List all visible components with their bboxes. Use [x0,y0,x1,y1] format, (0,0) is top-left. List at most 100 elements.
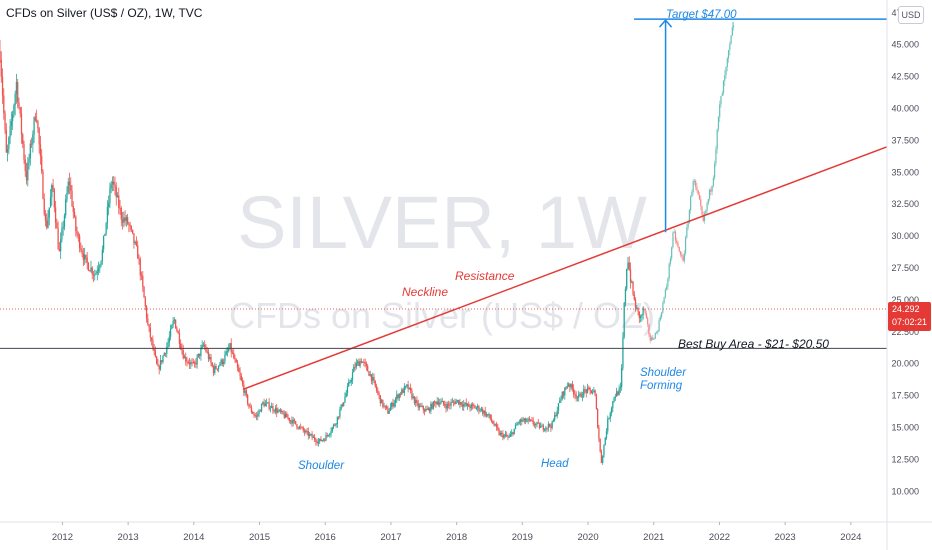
candle-body [90,267,92,272]
price-axis[interactable]: 10.000 12.500 15.000 17.500 20.000 22.500 25.0… [886,0,919,550]
candle-body [6,149,9,153]
candle-body [182,350,184,359]
candle-body [263,402,265,407]
projection-candle-body [683,253,685,261]
candle-body [76,231,78,235]
candle-body [305,430,307,433]
candle-body [483,410,485,414]
candle-body [34,117,37,121]
candle-body [236,362,239,368]
candle-body [608,418,610,420]
candle-body [10,121,13,126]
projection-candle-body [669,258,672,264]
y-tick-label: 42.500 [891,72,919,82]
candle-body [546,427,548,429]
candle-body [518,421,520,423]
candle-body [427,408,429,410]
candle-body [120,208,122,220]
candle-body [159,360,162,370]
candle-body [228,348,230,352]
candle-body [239,372,241,376]
candle-body [393,402,395,407]
candle-body [14,93,16,106]
projection-candle-body [688,210,691,224]
candle-body [22,134,24,145]
candle-body [409,387,412,391]
candle-body [1,76,4,96]
projection-candle-body [654,333,656,339]
projection-candle-body [686,227,688,238]
candle-body [308,434,311,436]
candle-body [272,406,274,411]
candle-body [465,402,467,406]
candle-body [622,337,624,368]
candle-body [287,417,289,419]
candle-body [113,181,115,185]
candle-body [488,414,490,416]
candle-body [536,422,538,424]
candle-body [566,386,568,388]
currency-button[interactable]: USD [898,6,924,24]
candle-body [302,427,304,431]
candle-body [132,229,134,234]
time-axis[interactable]: 2012 2013 2014 2015 2016 2017 2018 2019 2020 2021… [0,521,932,543]
projection-candle-body [660,312,663,318]
candle-body [450,402,452,406]
projection-candle-body [648,324,650,335]
candle-body [108,203,110,207]
candle-body [24,159,26,172]
candle-body [565,387,567,389]
candle-body [583,389,585,397]
candle-body [67,181,69,193]
candle-body [444,404,446,406]
candle-body [298,426,301,429]
projection-candle-body [698,195,701,200]
candle-body [572,388,575,394]
candle-body [143,286,145,298]
candle-body [403,386,405,393]
chart-title: CFDs on Silver (US$ / OZ), 1W, TVC [6,6,203,20]
x-tick-label: 2014 [183,532,204,543]
candle-body [229,343,231,349]
candle-body [489,414,491,419]
projection-candle-body [721,93,723,97]
candle-body [8,137,10,150]
candle-body [447,403,450,405]
candle-body [396,394,398,399]
candle-body [274,408,277,412]
projection-candle-body [665,286,668,290]
candle-body [78,235,81,249]
candle-body [209,356,211,359]
candle-body [499,432,502,435]
candle-body [382,399,384,407]
shoulder-forming-label-2: Forming [640,380,683,392]
candle-body [186,361,188,363]
candle-body [559,400,561,403]
candle-body [475,407,478,409]
candle-body [385,406,388,409]
candle-body [377,390,379,393]
projection-candle-body [705,210,707,214]
candle-body [621,367,623,388]
candle-body [554,414,556,421]
projection-candle-body [649,334,651,341]
candle-body [597,409,599,428]
candle-body [288,418,290,421]
candle-body [166,346,168,354]
candle-body [636,307,638,309]
candle-body [343,402,345,406]
candle-body [3,95,5,113]
candle-body [295,420,297,425]
projection-candle-body [714,163,716,178]
candle-body [335,423,337,426]
x-tick-label: 2023 [775,532,796,543]
candle-body [373,377,375,381]
drawing-lines[interactable] [0,18,888,390]
candle-body [452,401,455,403]
candle-body [408,387,411,390]
candle-body [464,402,466,405]
candle-body [334,424,336,426]
candle-body [260,403,263,412]
candle-body [407,384,409,390]
